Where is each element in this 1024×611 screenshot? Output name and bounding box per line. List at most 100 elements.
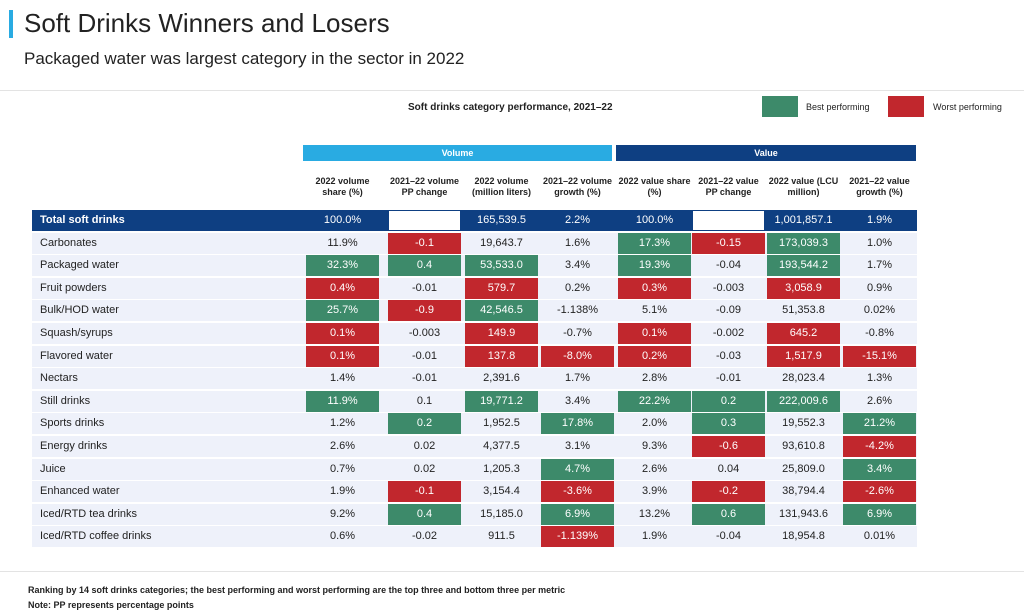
- table-cell: 0.1: [416, 395, 433, 407]
- table-cell: -0.01: [411, 350, 438, 362]
- cell-best: 32.3%: [306, 255, 379, 276]
- legend-swatch-worst: [888, 96, 924, 117]
- table-cell: 1.2%: [329, 417, 356, 429]
- column-header: 2022 value (LCU million): [768, 176, 839, 197]
- row-label: Energy drinks: [40, 440, 108, 452]
- row-label: Enhanced water: [40, 485, 120, 497]
- table-cell: 1.9%: [329, 485, 356, 497]
- table-cell: 100.0%: [306, 210, 379, 231]
- cell-best: 6.9%: [541, 504, 614, 525]
- table-cell: 93,610.8: [782, 440, 825, 452]
- cell-worst: 645.2: [767, 323, 840, 344]
- table-cell: 165,539.5: [465, 210, 538, 231]
- table-cell: 1.7%: [866, 259, 893, 271]
- table-cell: 3.9%: [641, 485, 668, 497]
- column-header: 2021–22 value growth (%): [849, 176, 910, 197]
- cell-worst: 0.2%: [618, 346, 691, 367]
- cell-best: 53,533.0: [465, 255, 538, 276]
- table-cell: 3,154.4: [483, 485, 520, 497]
- table-cell: 0.02: [413, 440, 436, 452]
- table-cell: 0.02%: [863, 304, 896, 316]
- table-cell: 15,185.0: [480, 508, 523, 520]
- table-cell: -0.03: [715, 350, 742, 362]
- table-row: [32, 368, 917, 389]
- table-cell: 19,552.3: [782, 417, 825, 429]
- table-cell: 1.9%: [641, 530, 668, 542]
- table-cell: 38,794.4: [782, 485, 825, 497]
- cell-worst: 3,058.9: [767, 278, 840, 299]
- cell-best: 3.4%: [843, 459, 916, 480]
- table-cell: [692, 210, 765, 231]
- row-label: Still drinks: [40, 395, 91, 407]
- cell-best: 19.3%: [618, 255, 691, 276]
- table-cell: 1,952.5: [483, 417, 520, 429]
- row-label: Flavored water: [40, 350, 113, 362]
- table-cell: -1.138%: [557, 304, 598, 316]
- table-cell: -0.003: [408, 327, 441, 339]
- row-label: Iced/RTD tea drinks: [40, 508, 138, 520]
- row-label: Bulk/HOD water: [40, 304, 119, 316]
- legend-label-best: Best performing: [806, 102, 870, 112]
- cell-worst: -3.6%: [541, 481, 614, 502]
- table-cell: 131,943.6: [779, 508, 828, 520]
- column-header: 2022 volume (million liters): [471, 176, 531, 197]
- cell-worst: 149.9: [465, 323, 538, 344]
- table-cell: 2.6%: [641, 463, 668, 475]
- table-cell: -0.01: [715, 372, 742, 384]
- table-cell: 1,205.3: [483, 463, 520, 475]
- table-cell: -0.8%: [865, 327, 894, 339]
- row-label: Packaged water: [40, 259, 119, 271]
- group-header-value: Value: [616, 145, 916, 161]
- cell-best: 173,039.3: [767, 233, 840, 254]
- table-panel: [0, 90, 1024, 572]
- table-cell: 9.2%: [329, 508, 356, 520]
- table-cell: -0.01: [411, 282, 438, 294]
- table-cell: 3.4%: [564, 395, 591, 407]
- cell-best: 0.2: [388, 413, 461, 434]
- row-label: Fruit powders: [40, 282, 107, 294]
- cell-worst: -0.15: [692, 233, 765, 254]
- cell-best: 4.7%: [541, 459, 614, 480]
- table-cell: 11.9%: [327, 237, 358, 249]
- table-cell: 0.9%: [866, 282, 893, 294]
- table-cell: 18,954.8: [782, 530, 825, 542]
- table-cell: 0.2%: [564, 282, 591, 294]
- table-cell: 28,023.4: [782, 372, 825, 384]
- table-cell: 19,643.7: [480, 237, 523, 249]
- table-cell: -0.04: [715, 259, 742, 271]
- title-accent-bar: [9, 10, 13, 38]
- table-cell: 2.0%: [641, 417, 668, 429]
- cell-worst: 1,517.9: [767, 346, 840, 367]
- cell-best: 17.3%: [618, 233, 691, 254]
- chart-title: Soft drinks category performance, 2021–2…: [408, 102, 613, 113]
- table-cell: 100.0%: [618, 210, 691, 231]
- cell-worst: -8.0%: [541, 346, 614, 367]
- cell-best: 0.2: [692, 391, 765, 412]
- table-cell: 2.8%: [641, 372, 668, 384]
- row-label: Sports drinks: [40, 417, 105, 429]
- row-label: Iced/RTD coffee drinks: [40, 530, 152, 542]
- table-cell: -0.09: [715, 304, 742, 316]
- table-cell: 25,809.0: [782, 463, 825, 475]
- header: Soft Drinks Winners and Losers Packaged …: [0, 0, 1024, 90]
- table-cell: 1.4%: [329, 372, 356, 384]
- table-cell: 1.0%: [866, 237, 893, 249]
- legend-swatch-best: [762, 96, 798, 117]
- table-cell: 1,001,857.1: [767, 210, 840, 231]
- group-header-volume: Volume: [303, 145, 612, 161]
- legend-label-worst: Worst performing: [933, 102, 1002, 112]
- table-cell: 1.3%: [866, 372, 893, 384]
- column-header: 2021–22 value PP change: [698, 176, 759, 197]
- cell-best: 17.8%: [541, 413, 614, 434]
- cell-best: 42,546.5: [465, 300, 538, 321]
- table-cell: -0.02: [411, 530, 438, 542]
- cell-best: 0.6: [692, 504, 765, 525]
- cell-best: 25.7%: [306, 300, 379, 321]
- footnote-pp: Note: PP represents percentage points: [28, 600, 194, 610]
- table-cell: 1.6%: [564, 237, 591, 249]
- page-title: Soft Drinks Winners and Losers: [24, 8, 390, 38]
- cell-worst: -2.6%: [843, 481, 916, 502]
- cell-worst: 0.1%: [306, 323, 379, 344]
- table-cell: 5.1%: [641, 304, 668, 316]
- table-cell: 2,391.6: [483, 372, 520, 384]
